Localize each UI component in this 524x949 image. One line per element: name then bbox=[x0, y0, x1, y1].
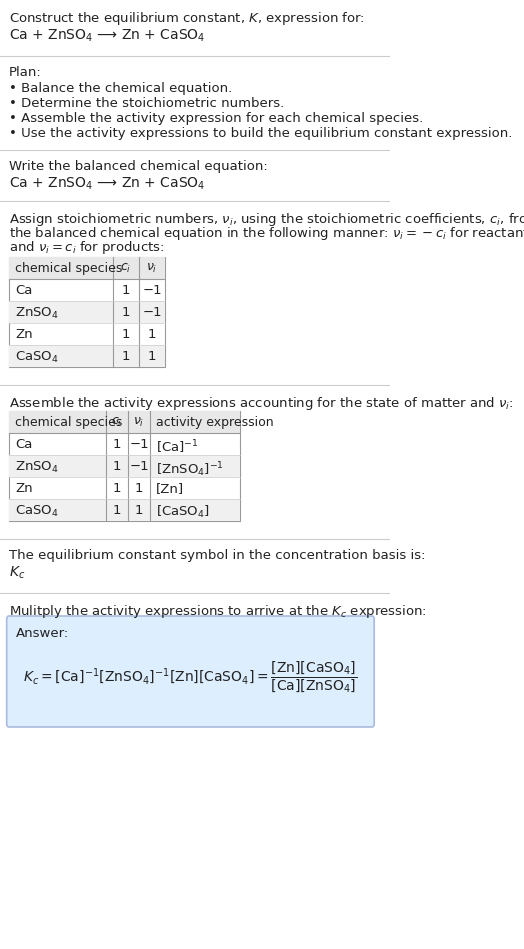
Text: $\nu_i$: $\nu_i$ bbox=[134, 416, 145, 429]
Text: Ca: Ca bbox=[15, 438, 32, 451]
Bar bbox=[9, 411, 239, 433]
Text: CaSO$_4$: CaSO$_4$ bbox=[15, 504, 59, 519]
Bar bbox=[9, 455, 239, 477]
Bar bbox=[9, 345, 165, 367]
Bar bbox=[9, 411, 239, 521]
Text: −1: −1 bbox=[129, 438, 149, 451]
Text: • Determine the stoichiometric numbers.: • Determine the stoichiometric numbers. bbox=[9, 97, 284, 110]
Text: [Ca]$^{-1}$: [Ca]$^{-1}$ bbox=[156, 438, 199, 456]
Text: 1: 1 bbox=[122, 328, 130, 341]
Text: chemical species: chemical species bbox=[15, 262, 122, 275]
Text: CaSO$_4$: CaSO$_4$ bbox=[15, 350, 59, 365]
Text: $\nu_i$: $\nu_i$ bbox=[146, 262, 158, 275]
Text: ZnSO$_4$: ZnSO$_4$ bbox=[15, 306, 59, 321]
Text: 1: 1 bbox=[122, 350, 130, 363]
Text: Assemble the activity expressions accounting for the state of matter and $\nu_i$: Assemble the activity expressions accoun… bbox=[9, 395, 514, 412]
Text: [ZnSO$_4$]$^{-1}$: [ZnSO$_4$]$^{-1}$ bbox=[156, 460, 224, 478]
Bar bbox=[9, 301, 165, 323]
Text: 1: 1 bbox=[135, 504, 144, 517]
Text: $K_c = [\mathrm{Ca}]^{-1}[\mathrm{ZnSO_4}]^{-1}[\mathrm{Zn}][\mathrm{CaSO_4}] = : $K_c = [\mathrm{Ca}]^{-1}[\mathrm{ZnSO_4… bbox=[23, 660, 358, 695]
Text: $K_c$: $K_c$ bbox=[9, 565, 25, 582]
Text: The equilibrium constant symbol in the concentration basis is:: The equilibrium constant symbol in the c… bbox=[9, 549, 425, 562]
Text: $c_i$: $c_i$ bbox=[121, 262, 132, 275]
Text: Ca: Ca bbox=[15, 284, 32, 297]
Text: Construct the equilibrium constant, $K$, expression for:: Construct the equilibrium constant, $K$,… bbox=[9, 10, 365, 27]
Text: Mulitply the activity expressions to arrive at the $K_c$ expression:: Mulitply the activity expressions to arr… bbox=[9, 603, 427, 620]
Text: Ca + ZnSO$_4$ ⟶ Zn + CaSO$_4$: Ca + ZnSO$_4$ ⟶ Zn + CaSO$_4$ bbox=[9, 28, 205, 45]
Text: • Balance the chemical equation.: • Balance the chemical equation. bbox=[9, 82, 232, 95]
Text: [Zn]: [Zn] bbox=[156, 482, 184, 495]
Text: 1: 1 bbox=[148, 328, 156, 341]
Text: $c_i$: $c_i$ bbox=[111, 416, 123, 429]
Text: 1: 1 bbox=[148, 350, 156, 363]
Text: Answer:: Answer: bbox=[16, 627, 70, 640]
Text: 1: 1 bbox=[113, 438, 121, 451]
Text: [CaSO$_4$]: [CaSO$_4$] bbox=[156, 504, 210, 520]
Bar bbox=[9, 257, 165, 367]
Text: 1: 1 bbox=[113, 482, 121, 495]
Text: Assign stoichiometric numbers, $\nu_i$, using the stoichiometric coefficients, $: Assign stoichiometric numbers, $\nu_i$, … bbox=[9, 211, 524, 228]
Text: Write the balanced chemical equation:: Write the balanced chemical equation: bbox=[9, 160, 268, 173]
Text: Plan:: Plan: bbox=[9, 66, 42, 79]
Text: Zn: Zn bbox=[15, 482, 32, 495]
Text: 1: 1 bbox=[122, 284, 130, 297]
Bar bbox=[9, 499, 239, 521]
Text: 1: 1 bbox=[122, 306, 130, 319]
Text: ZnSO$_4$: ZnSO$_4$ bbox=[15, 460, 59, 475]
Text: • Use the activity expressions to build the equilibrium constant expression.: • Use the activity expressions to build … bbox=[9, 127, 512, 140]
Text: • Assemble the activity expression for each chemical species.: • Assemble the activity expression for e… bbox=[9, 112, 423, 125]
Text: −1: −1 bbox=[129, 460, 149, 473]
Text: Zn: Zn bbox=[15, 328, 32, 341]
Text: −1: −1 bbox=[143, 284, 162, 297]
Text: and $\nu_i = c_i$ for products:: and $\nu_i = c_i$ for products: bbox=[9, 239, 165, 256]
Text: 1: 1 bbox=[135, 482, 144, 495]
Text: the balanced chemical equation in the following manner: $\nu_i = -c_i$ for react: the balanced chemical equation in the fo… bbox=[9, 225, 524, 242]
Text: 1: 1 bbox=[113, 504, 121, 517]
Text: activity expression: activity expression bbox=[156, 416, 274, 429]
Text: 1: 1 bbox=[113, 460, 121, 473]
Bar bbox=[9, 257, 165, 279]
Text: chemical species: chemical species bbox=[15, 416, 122, 429]
FancyBboxPatch shape bbox=[7, 616, 374, 727]
Text: −1: −1 bbox=[143, 306, 162, 319]
Text: Ca + ZnSO$_4$ ⟶ Zn + CaSO$_4$: Ca + ZnSO$_4$ ⟶ Zn + CaSO$_4$ bbox=[9, 176, 205, 193]
